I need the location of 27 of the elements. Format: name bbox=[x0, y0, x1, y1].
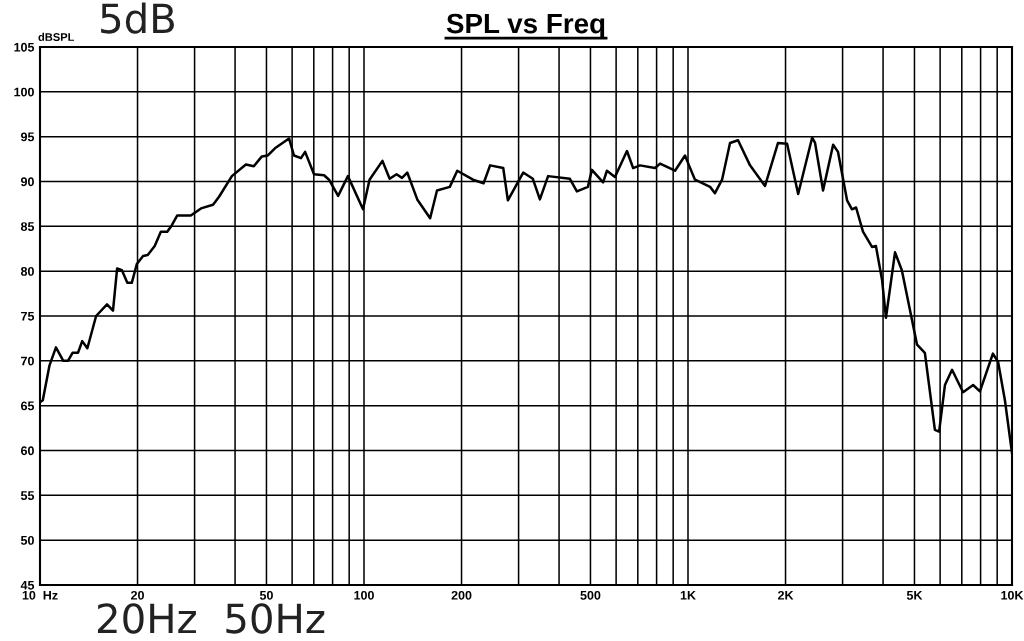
x-tick-label: 1K bbox=[680, 591, 696, 600]
y-axis-title: dBSPL bbox=[38, 32, 75, 41]
y-tick-label: 60 bbox=[21, 446, 34, 456]
text: 5dB bbox=[101, 2, 174, 34]
x-tick-label: 10K bbox=[1001, 590, 1024, 600]
y-tick-label: 50 bbox=[20, 535, 34, 545]
y-tick-label: 65 bbox=[21, 401, 35, 411]
x-tick-label: 20 bbox=[131, 590, 144, 600]
text: 20Hz 50Hz bbox=[97, 603, 325, 634]
chart-title: SPL vs Freq bbox=[446, 13, 605, 39]
x-tick-label: 50 bbox=[259, 590, 273, 600]
y-tick-label: 80 bbox=[20, 266, 34, 276]
y-tick-label: 45 bbox=[20, 580, 35, 590]
y-tick-label: 75 bbox=[21, 311, 35, 321]
y-tick-label: 105 bbox=[14, 42, 35, 52]
x-tick-label: 2K bbox=[777, 590, 794, 600]
y-tick-label: 55 bbox=[20, 491, 35, 500]
y-tick-label: 100 bbox=[14, 87, 34, 97]
y-tick-label: 90 bbox=[20, 177, 34, 187]
x-tick-label: 500 bbox=[580, 590, 601, 600]
x-tick-label: 10 Hz bbox=[22, 590, 58, 600]
y-tick-label: 95 bbox=[20, 132, 35, 142]
y-tick-label: 70 bbox=[21, 356, 34, 366]
y-tick-label: 85 bbox=[20, 222, 35, 231]
x-tick-label: 100 bbox=[354, 590, 374, 600]
x-tick-label: 200 bbox=[451, 590, 472, 600]
x-tick-label: 5K bbox=[906, 591, 923, 600]
